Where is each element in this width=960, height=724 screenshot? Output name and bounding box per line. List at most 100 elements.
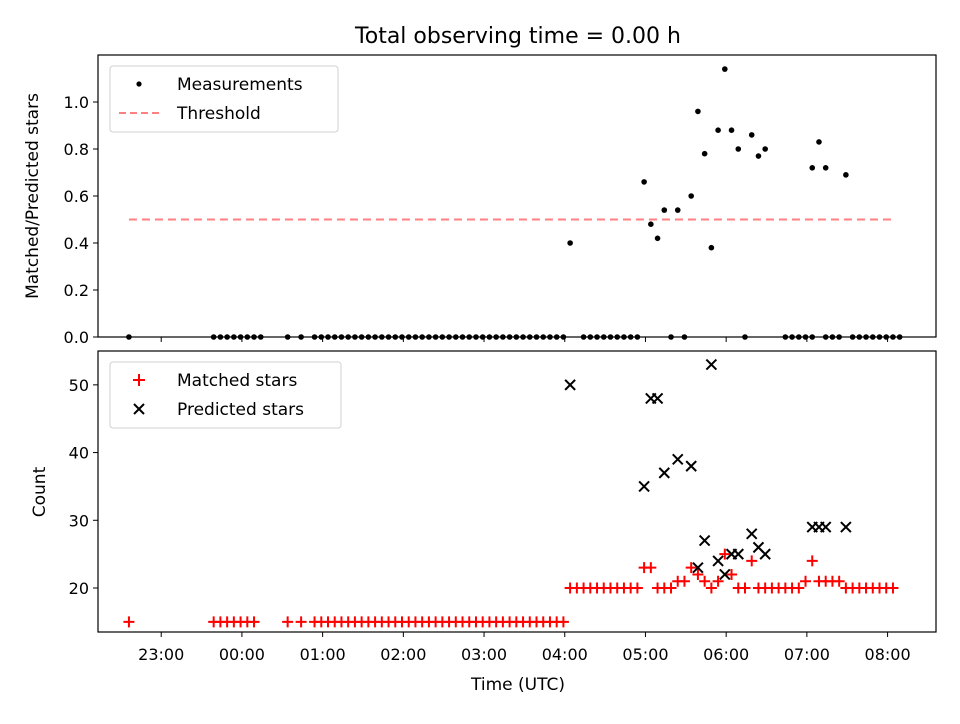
bottom-x-ticks: 23:00 00:00 01:00 02:00 03:00 04:00 05:00 06:00… (138, 632, 911, 664)
matched-star-marker (631, 582, 643, 594)
measurement-point (688, 193, 694, 199)
legend-matched-marker (133, 374, 145, 386)
measurement-point (715, 127, 721, 133)
measurement-point (648, 221, 654, 227)
measurement-point (654, 235, 661, 242)
predicted-star-marker (685, 460, 697, 472)
measurement-point (674, 207, 681, 213)
top-legend: Measurements Threshold (109, 65, 339, 133)
matched-star-marker (678, 575, 690, 587)
measurement-point (661, 207, 668, 213)
x-tick-label: 06:00 (703, 645, 749, 664)
x-tick-label: 00:00 (219, 645, 265, 664)
legend-threshold-label: Threshold (176, 104, 261, 124)
measurement-point (755, 153, 762, 159)
measurement-point (816, 139, 822, 145)
measurement-point (809, 165, 816, 171)
bottom-y-ticks: 20 30 40 50 (69, 376, 98, 598)
x-tick-label: 01:00 (300, 645, 346, 664)
predicted-star-marker (712, 555, 724, 567)
legend-measurements-label: Measurements (177, 75, 303, 95)
measurement-point (701, 150, 708, 157)
measurement-point (843, 172, 849, 178)
y-tick-label: 1.0 (64, 93, 89, 112)
y-tick-label: 50 (69, 376, 89, 395)
y-tick-label: 0.4 (64, 234, 89, 253)
matched-star-marker (726, 568, 738, 580)
x-tick-label: 07:00 (784, 645, 830, 664)
y-tick-label: 0.2 (64, 281, 89, 300)
bottom-legend-box (109, 361, 342, 429)
top-x-ticks (160, 337, 889, 342)
legend-matched-label: Matched stars (177, 371, 297, 391)
matched-star-marker (557, 616, 569, 628)
y-tick-label: 0.6 (64, 187, 89, 206)
predicted-star-marker (732, 548, 744, 560)
predicted-star-marker (719, 568, 731, 581)
predicted-star-marker (746, 528, 758, 540)
matched-star-marker (699, 575, 711, 587)
x-axis-label: Time (UTC) (470, 675, 565, 695)
legend-predicted-label: Predicted stars (177, 400, 304, 420)
measurement-point (822, 165, 829, 171)
matched-star-marker (806, 555, 818, 567)
predicted-star-marker (759, 548, 771, 560)
y-tick-label: 20 (69, 579, 89, 598)
bottom-plot-frame (97, 350, 937, 633)
matched-star-marker (719, 548, 731, 560)
x-tick-label: 04:00 (542, 645, 588, 664)
matched-star-marker (685, 562, 697, 574)
measurement-point (722, 66, 728, 72)
predicted-star-marker (638, 480, 650, 493)
y-tick-label: 0.0 (64, 328, 89, 347)
top-marks (126, 66, 903, 340)
x-tick-label: 05:00 (622, 645, 668, 664)
top-legend-box (109, 65, 339, 133)
measurement-point (567, 240, 573, 246)
matched-star-marker (665, 582, 677, 594)
bottom-legend: Matched stars Predicted stars (109, 361, 342, 429)
measurement-point (735, 146, 742, 152)
matched-star-marker (739, 582, 751, 594)
matched-star-marker (645, 562, 657, 574)
predicted-star-marker (698, 534, 711, 547)
legend-predicted-marker (133, 403, 145, 415)
measurement-point (695, 108, 701, 115)
y-tick-label: 0.8 (64, 140, 89, 159)
matched-star-marker (800, 575, 812, 587)
matched-star-marker (833, 575, 845, 587)
matched-star-marker (746, 555, 758, 567)
matched-star-marker (705, 582, 717, 594)
predicted-star-marker (564, 379, 576, 391)
predicted-star-marker (705, 358, 718, 371)
legend-measurements-marker (136, 81, 142, 87)
matched-star-marker (295, 616, 307, 628)
measurement-point (641, 179, 647, 185)
matched-star-marker (692, 568, 704, 580)
measurement-point (708, 244, 715, 251)
predicted-star-marker (651, 392, 664, 405)
measurement-point (748, 132, 755, 138)
matched-star-marker (123, 616, 135, 628)
measurement-point (762, 146, 768, 152)
predicted-star-marker (692, 561, 704, 574)
bottom-y-axis-label: Count (30, 466, 50, 517)
top-y-ticks: 0.0 0.2 0.4 0.6 0.8 1.0 (64, 93, 98, 347)
y-tick-label: 40 (69, 444, 89, 463)
top-y-axis-label: Matched/Predicted stars (23, 93, 43, 299)
matched-star-marker (282, 616, 294, 628)
matched-star-marker (793, 582, 805, 594)
bottom-marks (123, 358, 899, 628)
x-tick-label: 03:00 (461, 645, 507, 664)
x-tick-label: 23:00 (138, 645, 184, 664)
measurement-point (728, 127, 735, 133)
predicted-star-marker (672, 453, 684, 466)
predicted-star-marker (819, 521, 832, 533)
bottom-panel: 20 30 40 50 23:00 00:00 01:00 02:00 03:00 04:00 0… (30, 350, 937, 695)
top-panel: 0.0 0.2 0.4 0.6 0.8 1.0 Matched/Predicted sta… (23, 54, 937, 347)
matched-star-marker (248, 616, 260, 628)
x-tick-label: 02:00 (380, 645, 426, 664)
matched-star-marker (887, 582, 899, 594)
matched-star-marker (712, 575, 724, 587)
